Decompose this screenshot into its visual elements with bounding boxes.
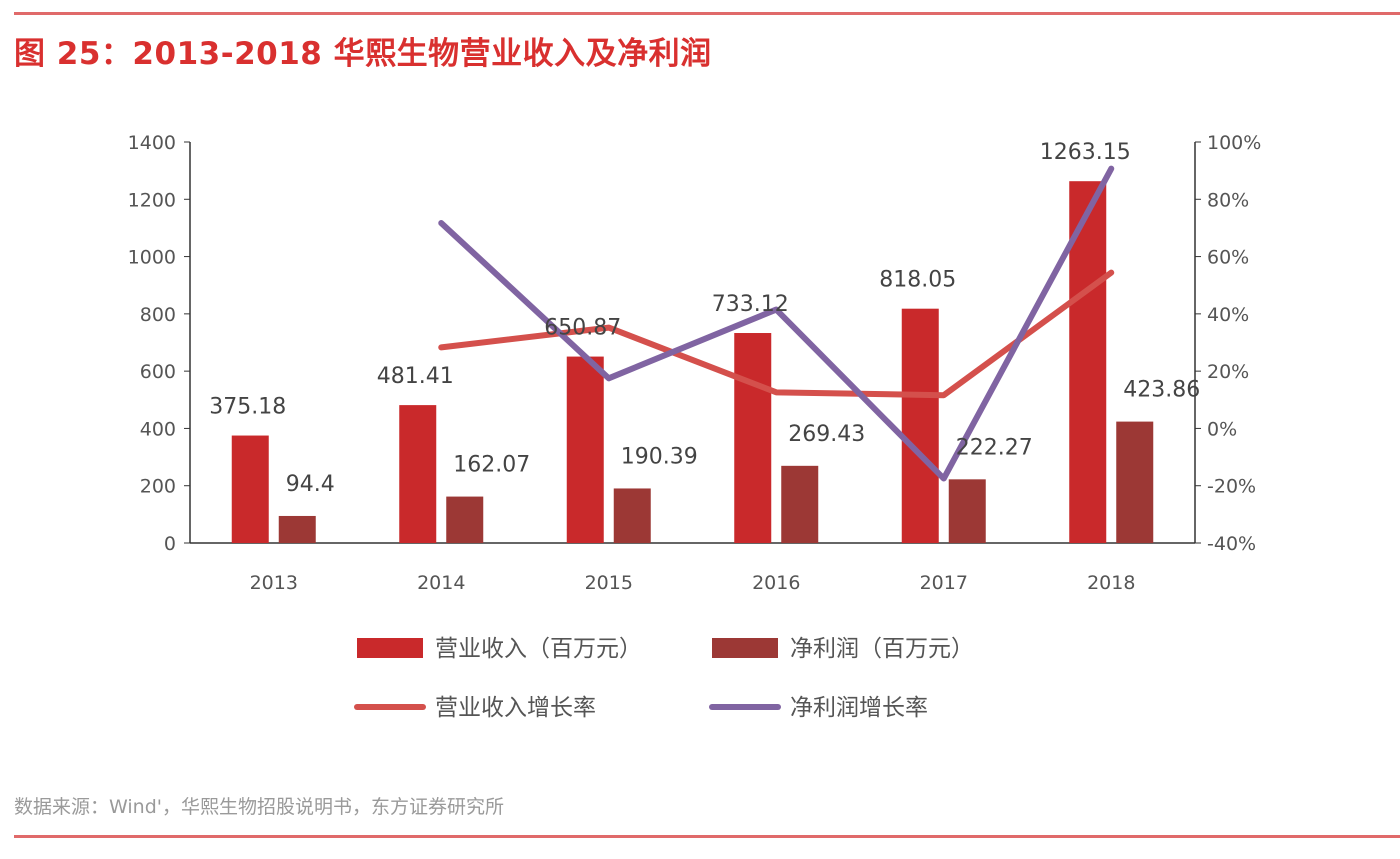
revenue-data-label: 818.05 [879,268,956,293]
chart-title: 图 25：2013-2018 华熙生物营业收入及净利润 [14,36,712,72]
net-profit-data-label: 162.07 [453,453,530,478]
net-profit-bar [613,488,651,543]
right-tick-label: 40% [1207,304,1249,326]
legend-swatch [712,638,778,658]
left-tick-label: 600 [140,361,176,383]
left-tick-label: 1000 [128,247,176,269]
left-tick-label: 800 [140,304,176,326]
x-tick-label: 2018 [1087,572,1135,594]
revenue-bar [1069,181,1107,543]
net-profit-bar [278,515,316,543]
left-tick-label: 200 [140,476,176,498]
x-tick-label: 2016 [752,572,800,594]
revenue-growth-line [438,269,1115,399]
right-tick-label: 60% [1207,247,1249,269]
x-tick-label: 2014 [417,572,465,594]
legend-label: 净利润（百万元） [790,636,974,662]
left-tick-label: 1400 [128,132,176,154]
left-tick-label: 400 [140,418,176,440]
right-tick-label: -20% [1207,476,1256,498]
right-tick-label: 80% [1207,189,1249,211]
left-tick-label: 0 [164,533,176,555]
revenue-data-label: 733.12 [712,292,789,317]
right-tick-label: 100% [1207,132,1261,154]
net-profit-data-label: 269.43 [788,422,865,447]
net-profit-bar [446,496,484,543]
revenue-bar [399,405,437,543]
net-profit-data-label: 423.86 [1123,378,1200,403]
right-tick-label: 20% [1207,361,1249,383]
legend-label: 营业收入（百万元） [435,636,642,662]
revenue-data-label: 650.87 [544,316,621,341]
right-tick-label: 0% [1207,418,1237,440]
revenue-data-label: 1263.15 [1040,140,1131,165]
source-note: 数据来源：Wind'，华熙生物招股说明书，东方证券研究所 [14,796,504,818]
revenue-bar [231,435,269,543]
revenue-bar [901,308,939,543]
net-profit-data-label: 222.27 [956,435,1033,460]
net-profit-bar [781,465,819,543]
legend-label: 净利润增长率 [790,695,928,721]
bottom-rule [14,835,1400,838]
net-profit-data-label: 94.4 [286,472,335,497]
x-tick-label: 2015 [585,572,633,594]
revenue-bar [734,333,772,543]
top-rule [14,12,1400,15]
net-profit-growth-line [438,165,1115,482]
right-tick-label: -40% [1207,533,1256,555]
net-profit-bar [1116,421,1154,543]
legend-swatch [357,638,423,658]
net-profit-bar [948,479,986,543]
revenue-data-label: 481.41 [377,364,454,389]
x-tick-label: 2017 [920,572,968,594]
revenue-bar [566,356,604,543]
revenue-data-label: 375.18 [209,395,286,420]
net-profit-data-label: 190.39 [621,444,698,469]
left-tick-label: 1200 [128,189,176,211]
x-tick-label: 2013 [250,572,298,594]
legend-label: 营业收入增长率 [435,695,596,721]
